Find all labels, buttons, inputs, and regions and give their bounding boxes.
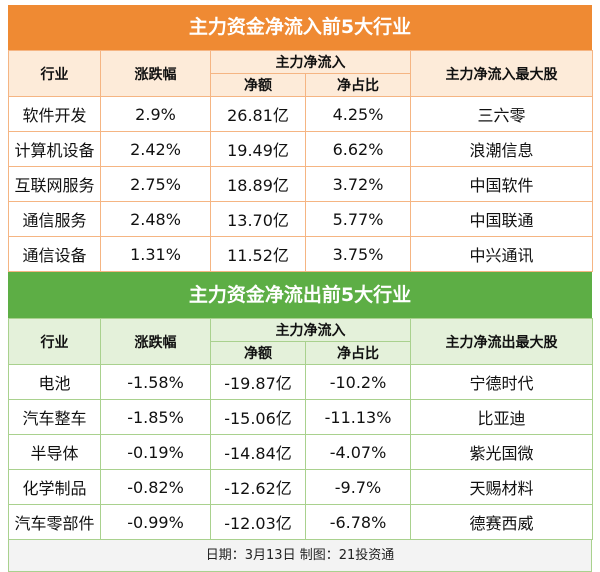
data-cell: 中兴通讯 bbox=[410, 236, 593, 272]
data-cell: 德赛西威 bbox=[410, 504, 593, 540]
data-cell: 浪潮信息 bbox=[410, 131, 593, 167]
data-cell: 2.48% bbox=[100, 201, 211, 237]
data-cell: 3.75% bbox=[305, 236, 411, 272]
data-cell: 5.77% bbox=[305, 201, 411, 237]
data-cell: -1.85% bbox=[100, 399, 211, 435]
data-cell: -1.58% bbox=[100, 364, 211, 400]
data-cell: 电池 bbox=[8, 364, 101, 400]
section-title: 主力资金净流入前5大行业 bbox=[8, 5, 592, 50]
data-cell: 汽车零部件 bbox=[8, 504, 101, 540]
sections: 主力资金净流入前5大行业 行业 涨跌幅 主力净流入 主力净流入最大股 净额 净占比 软件开发 2… bbox=[8, 5, 593, 540]
data-cell: 宁德时代 bbox=[410, 364, 593, 400]
data-cell: 半导体 bbox=[8, 434, 101, 470]
header-cell: 净占比 bbox=[305, 73, 411, 97]
data-row: 半导体 -0.19% -14.84亿 -4.07% 紫光国微 bbox=[8, 434, 593, 470]
data-cell: 中国联通 bbox=[410, 201, 593, 237]
data-cell: 2.75% bbox=[100, 166, 211, 202]
data-cell: 计算机设备 bbox=[8, 131, 101, 167]
header-cell: 主力净流入最大股 bbox=[410, 50, 593, 97]
data-row: 计算机设备 2.42% 19.49亿 6.62% 浪潮信息 bbox=[8, 131, 593, 167]
header-cell: 行业 bbox=[8, 50, 101, 97]
data-cell: 中国软件 bbox=[410, 166, 593, 202]
data-row: 软件开发 2.9% 26.81亿 4.25% 三六零 bbox=[8, 96, 593, 132]
header-row: 净额 净占比 bbox=[9, 341, 593, 365]
data-table: 行业 涨跌幅 主力净流入 主力净流入最大股 净额 净占比 软件开发 2.9% 26.81亿 4.2… bbox=[8, 50, 593, 272]
header-row: 行业 涨跌幅 主力净流入 主力净流入最大股 bbox=[8, 50, 593, 97]
data-row: 汽车零部件 -0.99% -12.03亿 -6.78% 德赛西威 bbox=[8, 504, 593, 540]
data-cell: -12.62亿 bbox=[210, 469, 306, 505]
data-cell: 软件开发 bbox=[8, 96, 101, 132]
data-row: 通信服务 2.48% 13.70亿 5.77% 中国联通 bbox=[8, 201, 593, 237]
data-cell: 天赐材料 bbox=[410, 469, 593, 505]
data-cell: -10.2% bbox=[305, 364, 411, 400]
data-row: 通信设备 1.31% 11.52亿 3.75% 中兴通讯 bbox=[8, 236, 593, 272]
header-cell: 行业 bbox=[8, 318, 101, 365]
header-cell: 涨跌幅 bbox=[100, 318, 211, 365]
data-row: 化学制品 -0.82% -12.62亿 -9.7% 天赐材料 bbox=[8, 469, 593, 505]
header-row: 行业 涨跌幅 主力净流入 主力净流出最大股 bbox=[8, 318, 593, 365]
data-cell: -9.7% bbox=[305, 469, 411, 505]
data-cell: -0.19% bbox=[100, 434, 211, 470]
data-cell: 通信设备 bbox=[8, 236, 101, 272]
header-cell: 主力净流入 bbox=[210, 318, 411, 342]
data-cell: 11.52亿 bbox=[210, 236, 306, 272]
data-cell: -12.03亿 bbox=[210, 504, 306, 540]
data-cell: -6.78% bbox=[305, 504, 411, 540]
data-cell: 13.70亿 bbox=[210, 201, 306, 237]
data-cell: 汽车整车 bbox=[8, 399, 101, 435]
data-cell: 化学制品 bbox=[8, 469, 101, 505]
data-cell: 互联网服务 bbox=[8, 166, 101, 202]
data-table: 行业 涨跌幅 主力净流入 主力净流出最大股 净额 净占比 电池 -1.58% -19.87亿 -1… bbox=[8, 318, 593, 540]
data-cell: -11.13% bbox=[305, 399, 411, 435]
data-cell: -19.87亿 bbox=[210, 364, 306, 400]
data-cell: 19.49亿 bbox=[210, 131, 306, 167]
data-cell: -4.07% bbox=[305, 434, 411, 470]
data-row: 电池 -1.58% -19.87亿 -10.2% 宁德时代 bbox=[8, 364, 593, 400]
data-cell: 18.89亿 bbox=[210, 166, 306, 202]
data-cell: -0.82% bbox=[100, 469, 211, 505]
data-cell: 3.72% bbox=[305, 166, 411, 202]
data-cell: 6.62% bbox=[305, 131, 411, 167]
data-cell: -14.84亿 bbox=[210, 434, 306, 470]
header-cell: 净额 bbox=[210, 73, 306, 97]
data-cell: 26.81亿 bbox=[210, 96, 306, 132]
data-row: 互联网服务 2.75% 18.89亿 3.72% 中国软件 bbox=[8, 166, 593, 202]
section-title: 主力资金净流出前5大行业 bbox=[8, 272, 592, 318]
data-cell: 1.31% bbox=[100, 236, 211, 272]
header-cell: 主力净流出最大股 bbox=[410, 318, 593, 365]
data-cell: 4.25% bbox=[305, 96, 411, 132]
data-cell: 比亚迪 bbox=[410, 399, 593, 435]
data-cell: 通信服务 bbox=[8, 201, 101, 237]
section: 主力资金净流出前5大行业 行业 涨跌幅 主力净流入 主力净流出最大股 净额 净占比 电池 -1.… bbox=[8, 272, 593, 540]
data-row: 汽车整车 -1.85% -15.06亿 -11.13% 比亚迪 bbox=[8, 399, 593, 435]
data-cell: -0.99% bbox=[100, 504, 211, 540]
data-cell: -15.06亿 bbox=[210, 399, 306, 435]
page: 主力资金净流入前5大行业 行业 涨跌幅 主力净流入 主力净流入最大股 净额 净占比 软件开发 2… bbox=[8, 5, 593, 572]
footer: 日期：3月13日 制图：21投资通 bbox=[8, 540, 592, 572]
header-cell: 净额 bbox=[210, 341, 306, 365]
section: 主力资金净流入前5大行业 行业 涨跌幅 主力净流入 主力净流入最大股 净额 净占比 软件开发 2… bbox=[8, 5, 593, 272]
data-cell: 2.9% bbox=[100, 96, 211, 132]
data-cell: 2.42% bbox=[100, 131, 211, 167]
data-cell: 紫光国微 bbox=[410, 434, 593, 470]
header-cell: 净占比 bbox=[305, 341, 411, 365]
header-cell: 涨跌幅 bbox=[100, 50, 211, 97]
header-cell: 主力净流入 bbox=[210, 50, 411, 74]
data-cell: 三六零 bbox=[410, 96, 593, 132]
